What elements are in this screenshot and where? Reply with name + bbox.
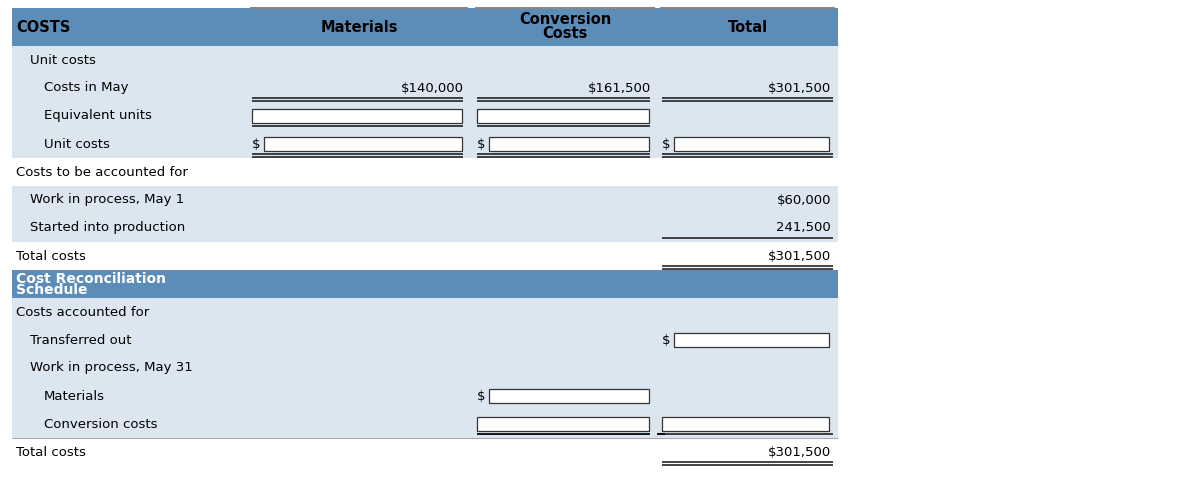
Bar: [12, 354, 838, 382]
Text: $140,000: $140,000: [401, 81, 464, 95]
Text: Unit costs: Unit costs: [44, 138, 110, 150]
Bar: [478, 417, 649, 431]
Bar: [478, 109, 649, 123]
Text: $60,000: $60,000: [776, 194, 830, 206]
Text: Work in process, May 1: Work in process, May 1: [30, 194, 185, 206]
Bar: [12, 8, 838, 46]
Text: Costs: Costs: [542, 26, 588, 41]
Text: Equivalent units: Equivalent units: [44, 109, 152, 122]
Text: Total costs: Total costs: [16, 446, 86, 459]
Text: $: $: [478, 389, 486, 403]
Bar: [12, 46, 838, 74]
Text: $161,500: $161,500: [588, 81, 650, 95]
Text: $: $: [662, 138, 671, 150]
Text: Work in process, May 31: Work in process, May 31: [30, 362, 193, 374]
Bar: [12, 242, 838, 270]
Text: Conversion costs: Conversion costs: [44, 418, 157, 430]
Bar: [12, 74, 838, 102]
Text: Materials: Materials: [320, 20, 397, 35]
Bar: [12, 382, 838, 410]
Text: $: $: [662, 333, 671, 346]
Bar: [12, 130, 838, 158]
Text: Costs in May: Costs in May: [44, 81, 128, 95]
Text: Total: Total: [727, 20, 768, 35]
Bar: [662, 417, 829, 431]
Text: Conversion: Conversion: [518, 13, 611, 27]
Text: Costs accounted for: Costs accounted for: [16, 305, 149, 319]
Text: $301,500: $301,500: [768, 446, 830, 459]
Bar: [12, 102, 838, 130]
Bar: [252, 109, 462, 123]
Bar: [12, 438, 838, 466]
Bar: [12, 158, 838, 186]
Bar: [12, 410, 838, 438]
Text: $: $: [252, 138, 260, 150]
Bar: [12, 214, 838, 242]
Bar: [264, 137, 462, 151]
Bar: [12, 298, 838, 326]
Text: Cost Reconciliation: Cost Reconciliation: [16, 272, 166, 286]
Text: Transferred out: Transferred out: [30, 333, 132, 346]
Text: $301,500: $301,500: [768, 249, 830, 263]
Text: 241,500: 241,500: [776, 222, 830, 235]
Text: Materials: Materials: [44, 389, 106, 403]
Bar: [12, 186, 838, 214]
Text: Unit costs: Unit costs: [30, 54, 96, 66]
Text: $: $: [478, 138, 486, 150]
Bar: [674, 333, 829, 347]
Bar: [490, 137, 649, 151]
Text: Started into production: Started into production: [30, 222, 185, 235]
Text: $301,500: $301,500: [768, 81, 830, 95]
Text: Schedule: Schedule: [16, 283, 88, 297]
Bar: [12, 326, 838, 354]
Bar: [674, 137, 829, 151]
Bar: [12, 270, 838, 298]
Text: Costs to be accounted for: Costs to be accounted for: [16, 165, 188, 179]
Text: COSTS: COSTS: [16, 20, 71, 35]
Bar: [490, 389, 649, 403]
Text: Total costs: Total costs: [16, 249, 86, 263]
